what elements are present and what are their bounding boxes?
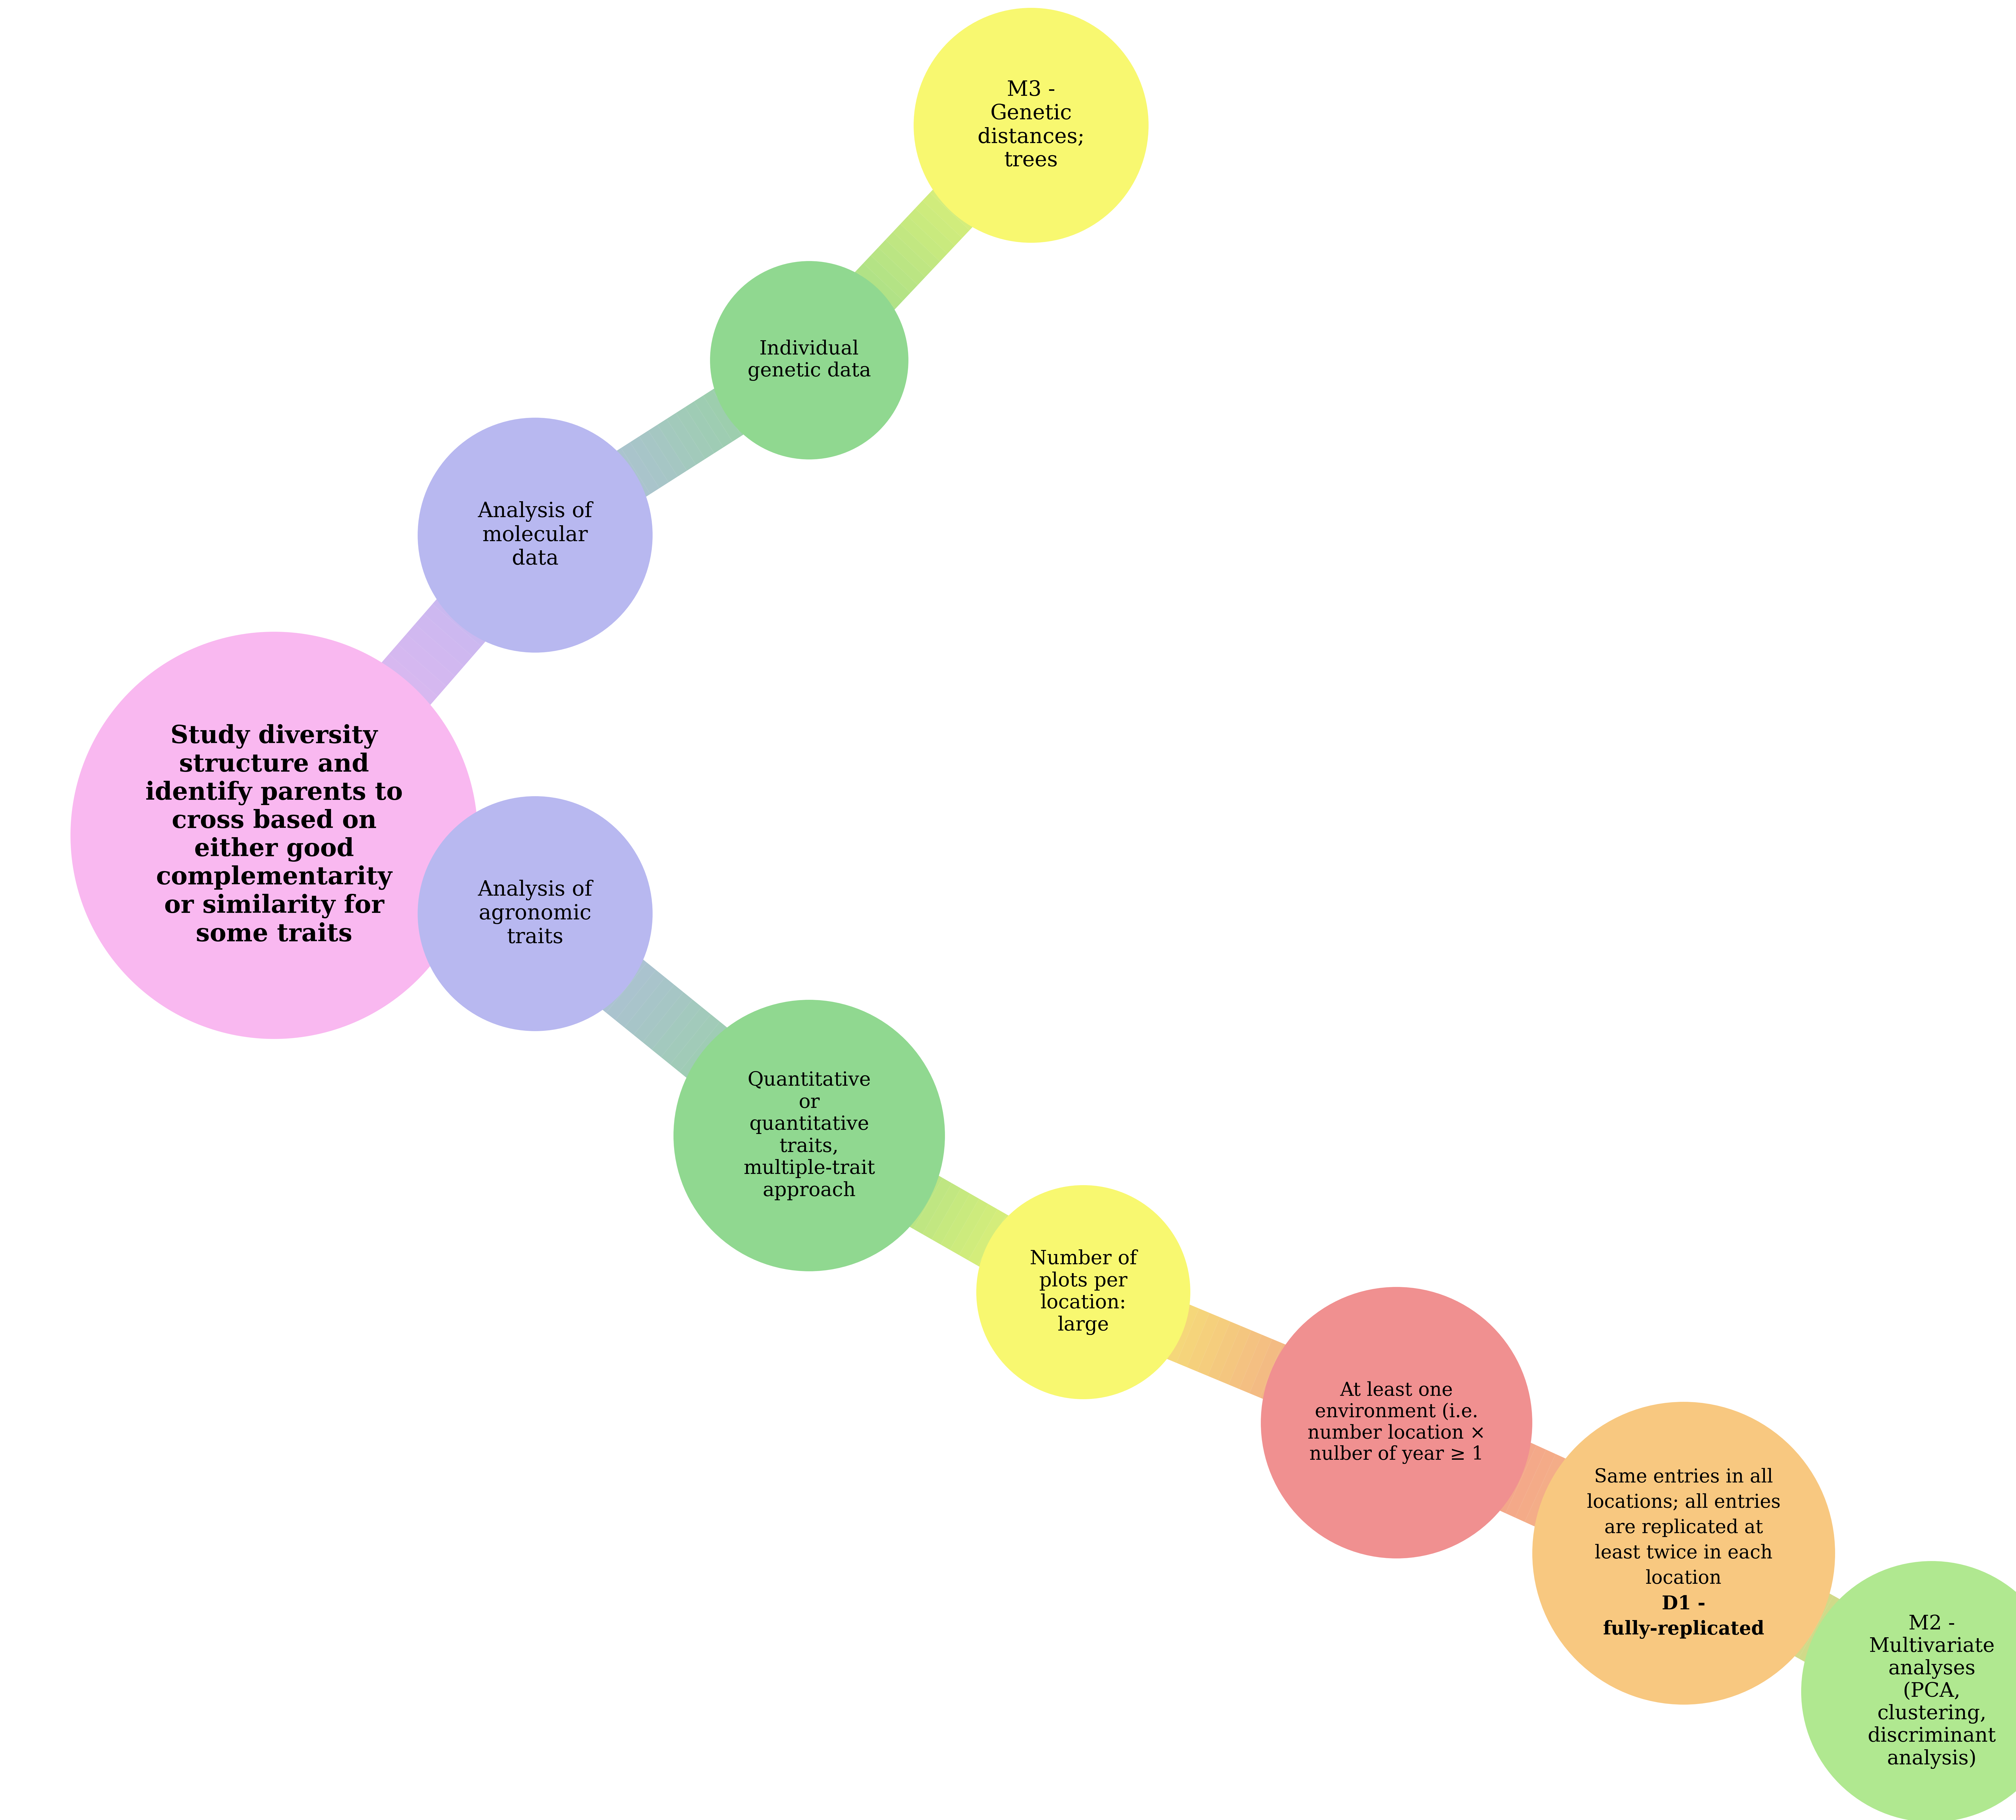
- Circle shape: [913, 7, 1149, 242]
- Circle shape: [417, 795, 653, 1032]
- Circle shape: [417, 417, 653, 653]
- Circle shape: [1800, 1562, 2016, 1820]
- Text: location: location: [1645, 1569, 1722, 1587]
- Text: Analysis of
molecular
data: Analysis of molecular data: [478, 501, 593, 570]
- Text: Study diversity
structure and
identify parents to
cross based on
either good
com: Study diversity structure and identify p…: [145, 724, 403, 946]
- Text: locations; all entries: locations; all entries: [1587, 1492, 1780, 1512]
- Text: Analysis of
agronomic
traits: Analysis of agronomic traits: [478, 879, 593, 948]
- Circle shape: [1260, 1287, 1532, 1558]
- Text: Number of
plots per
location:
large: Number of plots per location: large: [1030, 1250, 1137, 1334]
- Text: are replicated at: are replicated at: [1605, 1518, 1762, 1538]
- Circle shape: [710, 260, 909, 459]
- Circle shape: [976, 1185, 1189, 1400]
- Text: Quantitative
or
quantitative
traits,
multiple-trait
approach: Quantitative or quantitative traits, mul…: [744, 1070, 875, 1199]
- Circle shape: [71, 632, 478, 1039]
- Text: fully-replicated: fully-replicated: [1603, 1620, 1764, 1638]
- Text: M2 -
Multivariate
analyses
(PCA,
clustering,
discriminant
analysis): M2 - Multivariate analyses (PCA, cluster…: [1867, 1614, 1996, 1769]
- Circle shape: [673, 999, 946, 1272]
- Text: Individual
genetic data: Individual genetic data: [748, 340, 871, 380]
- Text: Same entries in all: Same entries in all: [1595, 1469, 1772, 1487]
- Text: D1 -: D1 -: [1661, 1594, 1706, 1613]
- Text: M3 -
Genetic
distances;
trees: M3 - Genetic distances; trees: [978, 80, 1085, 171]
- Text: At least one
environment (i.e.
number location ×
nulber of year ≥ 1: At least one environment (i.e. number lo…: [1308, 1381, 1486, 1463]
- Circle shape: [1532, 1401, 1835, 1705]
- Text: least twice in each: least twice in each: [1595, 1543, 1772, 1562]
